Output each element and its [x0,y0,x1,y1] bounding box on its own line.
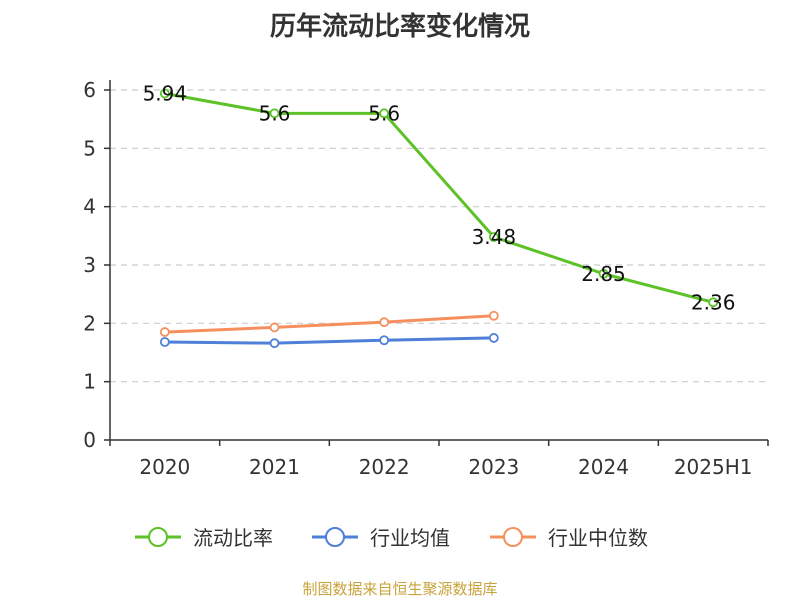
data-point [379,317,390,328]
legend-label: 流动比率 [193,526,273,550]
data-label: 5.94 [143,82,188,106]
data-point [598,268,609,279]
data-source-note: 制图数据来自恒生聚源数据库 [302,580,498,598]
data-point [159,88,170,99]
data-point [708,297,719,308]
data-point [379,335,390,346]
x-tick-label: 2020 [139,455,190,479]
y-tick-label: 2 [83,311,96,335]
legend-marker [503,527,523,547]
data-point [269,108,280,119]
data-label: 2.85 [581,262,626,286]
x-tick-label: 2021 [249,455,300,479]
data-point [269,338,280,349]
data-point [488,310,499,321]
series-line [164,92,714,304]
legend-marker [325,527,345,547]
data-point [269,322,280,333]
legend-item: 行业均值 [312,526,450,550]
legend-item: 流动比率 [135,526,273,550]
y-tick-label: 5 [83,136,96,160]
data-label: 5.6 [368,101,400,125]
y-tick-label: 0 [83,428,96,452]
x-tick-label: 2022 [359,455,410,479]
x-tick-label: 2024 [578,455,629,479]
legend-marker [148,527,168,547]
data-point [488,333,499,343]
data-label: 3.48 [472,225,517,249]
y-tick-label: 3 [83,253,96,277]
chart-title: 历年流动比率变化情况 [269,12,530,42]
series-line [164,336,494,345]
y-tick-label: 4 [83,195,96,219]
legend-item: 行业中位数 [490,526,648,550]
x-tick-label: 2025H1 [674,455,753,479]
data-point [159,327,170,337]
data-point [159,337,170,347]
series-line [164,314,494,334]
y-tick-label: 1 [83,370,96,394]
data-label: 2.36 [691,290,736,314]
data-label: 5.6 [259,101,291,125]
legend-label: 行业中位数 [548,526,648,550]
x-tick-label: 2023 [468,455,519,479]
data-point [488,232,499,242]
data-point [379,108,390,119]
legend-label: 行业均值 [370,526,450,550]
y-tick-label: 6 [83,78,96,102]
